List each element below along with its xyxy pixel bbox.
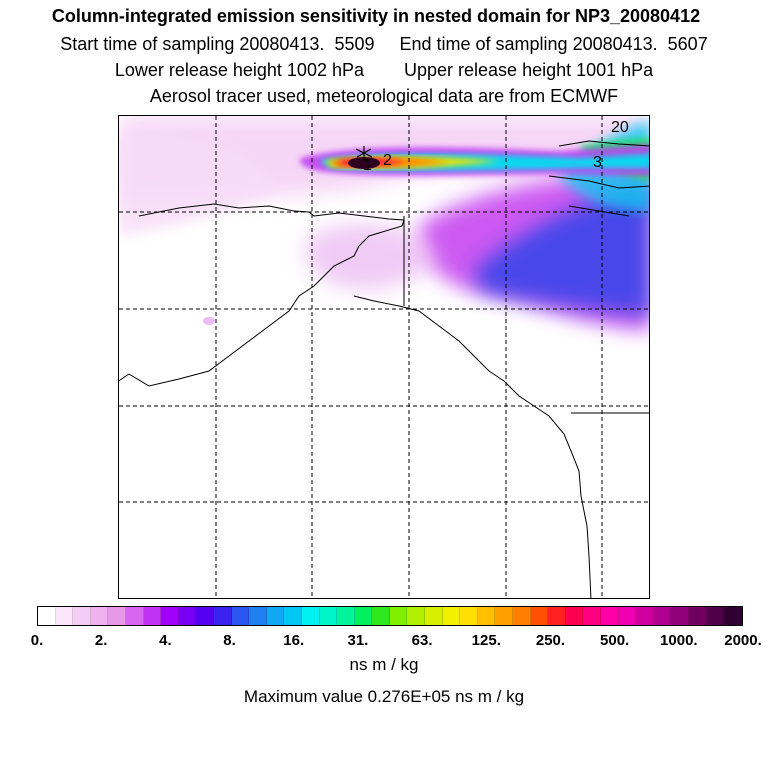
colorbar-cell xyxy=(724,607,742,625)
colorbar-cell xyxy=(38,607,56,625)
colorbar-unit: ns m / kg xyxy=(349,655,419,674)
map-label-3: 3 xyxy=(593,154,602,171)
colorbar-cell xyxy=(196,607,214,625)
release-marker-icon xyxy=(355,146,373,160)
aleutian-islands xyxy=(119,373,130,382)
colorbar-tick-label: 31. xyxy=(347,632,369,649)
colorbar-cell xyxy=(706,607,725,625)
colorbar-cell xyxy=(495,607,514,625)
tracer-info: Aerosol tracer used, meteorological data… xyxy=(149,86,619,106)
colorbar-cell xyxy=(319,607,338,625)
colorbar-tick-label: 2. xyxy=(94,632,108,649)
alaska-coast xyxy=(128,203,405,387)
colorbar-tick-label: 63. xyxy=(411,632,433,649)
colorbar-cell xyxy=(601,607,619,625)
colorbar-cell xyxy=(125,607,144,625)
colorbar-cell xyxy=(161,607,179,625)
colorbar-tick-label: 0. xyxy=(30,632,44,649)
arctic-islands xyxy=(548,140,649,217)
sampling-times: Start time of sampling 20080413. 5509 En… xyxy=(60,34,708,54)
map-canvas xyxy=(119,116,649,598)
colorbar-cell xyxy=(477,607,496,625)
colorbar-cell xyxy=(231,607,250,625)
map-label-2: 2 xyxy=(383,152,392,169)
bc-coast xyxy=(353,295,592,598)
colorbar-tick-label: 8. xyxy=(223,632,236,649)
colorbar-tick-label: 2000. xyxy=(724,632,762,649)
colorbar-tick-label: 250. xyxy=(535,632,566,649)
colorbar-cell xyxy=(266,607,285,625)
colorbar-cell xyxy=(389,607,408,625)
colorbar-cell xyxy=(249,607,267,625)
colorbar-cell xyxy=(530,607,549,625)
colorbar-cell xyxy=(583,607,601,625)
coastlines xyxy=(119,140,649,598)
map-label-20: 20 xyxy=(611,119,629,136)
colorbar-cell xyxy=(565,607,584,625)
colorbar-tick-label: 500. xyxy=(600,632,630,649)
field-spot-1 xyxy=(203,317,215,325)
colorbar-cell xyxy=(90,607,109,625)
sensitivity-field xyxy=(119,116,649,331)
colorbar-cell xyxy=(688,607,707,625)
colorbar-cell xyxy=(636,607,654,625)
colorbar-cell xyxy=(284,607,302,625)
colorbar-cell xyxy=(671,607,689,625)
colorbar-cell xyxy=(407,607,426,625)
colorbar-cell xyxy=(108,607,126,625)
release-heights: Lower release height 1002 hPa Upper rele… xyxy=(114,60,654,80)
colorbar-cell xyxy=(425,607,443,625)
field-light-west xyxy=(119,133,279,236)
sensitivity-map: 1 2 3 20 xyxy=(118,115,650,599)
field-plume-core xyxy=(348,157,380,169)
colorbar-cell xyxy=(653,607,672,625)
plot-title: Column-integrated emission sensitivity i… xyxy=(51,6,701,26)
colorbar-cell xyxy=(372,607,390,625)
colorbar-tick-label: 4. xyxy=(159,632,172,649)
colorbar-cell xyxy=(618,607,637,625)
colorbar-cell xyxy=(143,607,162,625)
colorbar-cell xyxy=(55,607,74,625)
graticule xyxy=(119,116,649,598)
colorbar-cell xyxy=(354,607,373,625)
colorbar-cell xyxy=(337,607,355,625)
field-central-light xyxy=(305,223,439,290)
colorbar-cell xyxy=(548,607,566,625)
colorbar-tick-label: 16. xyxy=(283,632,305,649)
colorbar-cell xyxy=(178,607,197,625)
field-east-blue xyxy=(475,186,649,316)
colorbar-cell xyxy=(73,607,91,625)
maximum-value: Maximum value 0.276E+05 ns m / kg xyxy=(243,687,525,706)
colorbar-tick-label: 125. xyxy=(471,632,501,649)
colorbar xyxy=(37,606,743,626)
colorbar-cell xyxy=(513,607,531,625)
colorbar-cell xyxy=(460,607,478,625)
colorbar-cell xyxy=(213,607,232,625)
map-label-1: 1 xyxy=(363,157,372,174)
colorbar-cell xyxy=(442,607,461,625)
colorbar-tick-label: 1000. xyxy=(660,632,698,649)
colorbar-cell xyxy=(301,607,320,625)
